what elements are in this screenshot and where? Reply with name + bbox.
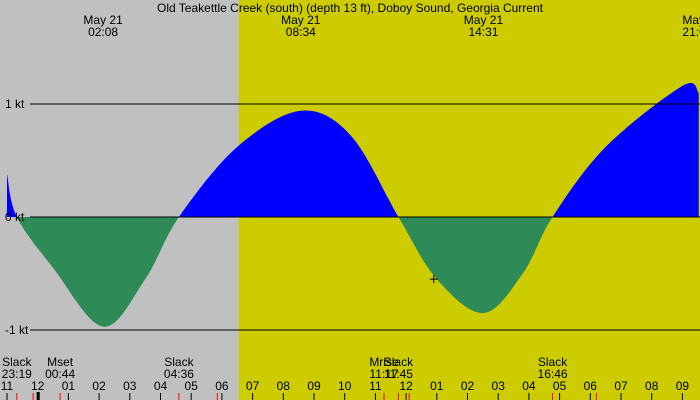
x-tick-label: 03 bbox=[492, 379, 506, 393]
top-date-label: May 21 bbox=[281, 13, 321, 27]
y-tick-label: -1 kt bbox=[5, 323, 29, 337]
flood-area bbox=[552, 83, 699, 217]
current-time-marker bbox=[429, 275, 438, 284]
speed-gridlines bbox=[30, 103, 700, 331]
midnight-tick bbox=[36, 392, 40, 400]
x-tick-label: 05 bbox=[553, 379, 567, 393]
y-tick-label: 0 kt bbox=[5, 210, 25, 224]
x-tick-label: 04 bbox=[154, 379, 168, 393]
event-label: Mset bbox=[47, 355, 74, 369]
event-time: 00:44 bbox=[45, 367, 75, 381]
event-label: Mrise bbox=[369, 355, 399, 369]
x-tick-label: 11 bbox=[1, 379, 14, 393]
x-tick-label: 05 bbox=[185, 379, 199, 393]
x-tick-label: 03 bbox=[123, 379, 137, 393]
top-time-label: 08:34 bbox=[286, 25, 316, 39]
event-label: Slack bbox=[164, 355, 194, 369]
x-tick-label: 02 bbox=[92, 379, 106, 393]
event-label: Slack bbox=[538, 355, 568, 369]
x-tick-label: 06 bbox=[215, 379, 229, 393]
x-tick-label: 04 bbox=[522, 379, 536, 393]
event-time: 23:19 bbox=[2, 367, 32, 381]
x-axis-ticks: 11 12 01 02 03 04 05 06 07 08 09 10 11 12 01 02 03 04 05 06… bbox=[1, 379, 690, 400]
top-time-label: 21:00 bbox=[682, 25, 700, 39]
top-time-label: 02:08 bbox=[88, 25, 118, 39]
x-tick-label: 12 bbox=[399, 379, 413, 393]
x-tick-label: 02 bbox=[461, 379, 475, 393]
event-time: 11:45 bbox=[384, 367, 413, 381]
x-tick-label: 08 bbox=[645, 379, 659, 393]
x-tick-label: 01 bbox=[430, 379, 444, 393]
top-date-label: May 21 bbox=[464, 13, 504, 27]
x-tick-label: 10 bbox=[338, 379, 352, 393]
chart-title: Old Teakettle Creek (south) (depth 13 ft… bbox=[157, 1, 544, 15]
flood-area bbox=[178, 110, 399, 217]
current-areas bbox=[7, 83, 699, 327]
x-tick-label: 09 bbox=[307, 379, 321, 393]
event-label: Slack bbox=[2, 355, 32, 369]
flood-area bbox=[7, 174, 17, 217]
x-tick-label: 11 bbox=[369, 379, 382, 393]
x-tick-label: 06 bbox=[584, 379, 598, 393]
event-labels: Slack23:19Mset00:44Slack04:36Mrise11:17S… bbox=[2, 355, 568, 381]
ebb-area bbox=[398, 217, 553, 314]
top-date-label: May 21 bbox=[83, 13, 123, 27]
ebb-area bbox=[16, 217, 179, 327]
top-date-label: May 2 bbox=[682, 13, 700, 27]
y-tick-label: 1 kt bbox=[5, 97, 25, 111]
x-tick-label: 12 bbox=[31, 379, 45, 393]
x-tick-label: 08 bbox=[277, 379, 291, 393]
x-tick-label: 07 bbox=[246, 379, 260, 393]
top-time-label: 14:31 bbox=[468, 25, 498, 39]
x-tick-label: 01 bbox=[62, 379, 76, 393]
event-time: 16:46 bbox=[538, 367, 568, 381]
event-time: 04:36 bbox=[164, 367, 194, 381]
event-time: 11:17 bbox=[369, 367, 398, 381]
y-axis-labels: 1 kt 0 kt -1 kt bbox=[5, 97, 29, 337]
x-tick-label: 09 bbox=[676, 379, 690, 393]
event-label: Slack bbox=[384, 355, 414, 369]
x-tick-label: 07 bbox=[614, 379, 628, 393]
